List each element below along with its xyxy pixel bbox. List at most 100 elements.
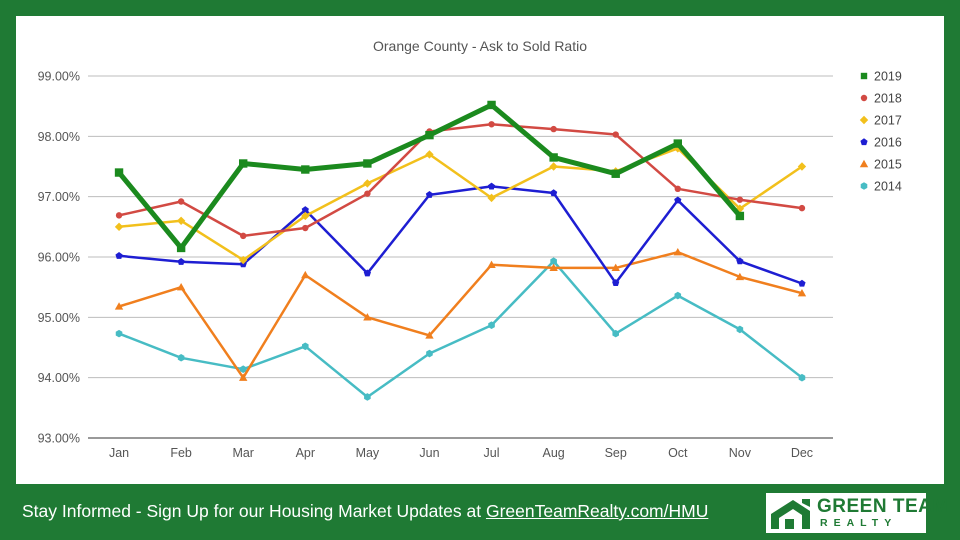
data-point-2016-Dec: [798, 279, 806, 287]
data-point-2014-Dec: [798, 373, 806, 382]
legend-marker-2014: [860, 182, 868, 190]
data-point-2018-Oct: [674, 185, 681, 193]
data-point-2019-Aug: [549, 153, 558, 162]
data-point-2017-Jul: [487, 193, 496, 203]
data-point-2018-Apr: [302, 224, 309, 232]
data-point-2016-Jun: [425, 191, 434, 198]
data-point-2018-May: [364, 190, 371, 197]
data-point-2016-Apr: [301, 206, 309, 214]
data-point-2014-Mar: [239, 365, 247, 374]
legend-marker-2018: [860, 94, 868, 102]
data-point-2019-Nov: [735, 211, 745, 221]
logo-title: GREEN TEAM: [817, 496, 949, 517]
data-point-2018-Aug: [550, 125, 557, 133]
x-tick-label: Jan: [109, 446, 129, 460]
legend-label-2015: 2015: [874, 158, 902, 172]
legend-marker-2016: [860, 138, 868, 146]
data-point-2019-Feb: [176, 243, 186, 253]
data-point-2014-Jan: [115, 329, 123, 338]
data-point-2018-Jul: [488, 121, 495, 128]
x-tick-label: Sep: [605, 446, 627, 460]
x-tick-label: Oct: [668, 446, 688, 460]
data-point-2018-Mar: [240, 232, 247, 240]
green-team-realty-logo: GREEN TEAM REALTY: [766, 493, 948, 533]
legend-label-2014: 2014: [874, 180, 902, 194]
data-point-2017-May: [363, 179, 372, 188]
series-2017: [114, 144, 807, 265]
data-point-2016-Aug: [550, 189, 558, 197]
data-point-2016-Jul: [487, 182, 496, 190]
x-tick-label: Jul: [484, 446, 500, 460]
data-point-2014-Nov: [736, 325, 744, 334]
series-line-2016: [118, 185, 803, 285]
data-point-2018-Jan: [115, 212, 123, 219]
data-point-2014-Oct: [674, 291, 682, 300]
x-tick-label: Feb: [170, 446, 192, 460]
series-line-2015: [118, 250, 803, 379]
data-point-2015-Oct: [673, 247, 682, 256]
series-2014: [115, 257, 806, 401]
data-point-2017-Jan: [114, 222, 124, 232]
data-point-2015-May: [363, 313, 372, 321]
data-point-2014-Sep: [612, 329, 619, 338]
chart-panel: Orange County - Ask to Sold Ratio 93.00%…: [16, 16, 944, 484]
footer-banner: Stay Informed - Sign Up for our Housing …: [0, 484, 960, 540]
y-tick-label: 95.00%: [38, 311, 80, 325]
chart-title: Orange County - Ask to Sold Ratio: [373, 38, 587, 54]
data-point-2014-May: [364, 393, 371, 401]
series-line-2014: [118, 259, 803, 399]
data-point-2019-May: [363, 159, 372, 168]
data-point-2017-Jun: [425, 150, 434, 159]
data-point-2016-Jan: [115, 251, 123, 259]
data-point-2015-Jun: [425, 331, 434, 339]
data-point-2014-Aug: [550, 257, 557, 266]
footer-message: Stay Informed - Sign Up for our Housing …: [22, 501, 708, 522]
series-line-2018: [118, 123, 803, 238]
x-tick-label: Nov: [729, 446, 752, 460]
data-point-2017-Feb: [176, 216, 186, 225]
data-point-2019-Jun: [425, 130, 434, 140]
data-point-2019-Sep: [611, 169, 620, 178]
x-tick-label: Mar: [232, 446, 254, 460]
series-lines: [114, 100, 807, 401]
data-point-2015-Aug: [549, 263, 558, 272]
series-2015: [114, 247, 807, 381]
legend-marker-2017: [859, 115, 869, 125]
data-point-2017-Aug: [549, 162, 558, 171]
series-2019: [114, 100, 745, 253]
data-point-2014-Apr: [302, 342, 309, 351]
y-tick-label: 93.00%: [38, 432, 80, 446]
data-point-2018-Dec: [798, 204, 806, 212]
data-point-2018-Feb: [177, 198, 185, 205]
data-point-2016-Oct: [674, 196, 682, 204]
legend-label-2016: 2016: [874, 136, 902, 150]
x-tick-label: Aug: [543, 446, 565, 460]
y-tick-label: 96.00%: [38, 251, 80, 265]
series-line-2019: [117, 102, 742, 251]
data-point-2015-Dec: [797, 289, 807, 297]
legend-marker-2015: [859, 159, 869, 168]
x-tick-label: May: [356, 446, 380, 460]
legend-label-2019: 2019: [874, 70, 902, 84]
data-point-2015-Sep: [611, 263, 620, 272]
data-point-2019-Jan: [114, 168, 124, 177]
data-point-2019-Oct: [673, 139, 682, 148]
data-point-2019-Apr: [301, 165, 310, 174]
data-point-2019-Mar: [239, 159, 248, 168]
data-point-2018-Nov: [736, 196, 744, 203]
data-point-2014-Jun: [426, 349, 433, 358]
data-point-2018-Sep: [612, 131, 619, 138]
data-point-2017-Apr: [301, 211, 310, 221]
data-point-2015-Apr: [301, 270, 310, 279]
series-2018: [115, 121, 806, 240]
legend-label-2018: 2018: [874, 92, 902, 106]
data-point-2014-Jul: [488, 321, 495, 329]
data-point-2019-Jul: [487, 100, 496, 110]
y-axis-ticks: 93.00% 94.00% 95.00% 96.00% 97.00% 98.00% 99.0…: [38, 70, 80, 446]
x-tick-label: Jun: [419, 446, 439, 460]
data-point-2015-Nov: [735, 272, 745, 281]
signup-link[interactable]: GreenTeamRealty.com/HMU: [485, 501, 709, 521]
data-point-2017-Dec: [797, 162, 807, 171]
house-icon: [771, 499, 810, 529]
footer-text: Stay Informed - Sign Up for our Housing …: [22, 501, 486, 521]
